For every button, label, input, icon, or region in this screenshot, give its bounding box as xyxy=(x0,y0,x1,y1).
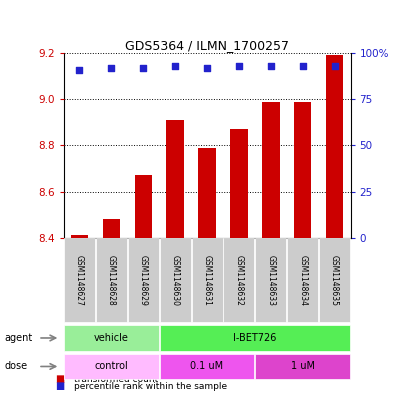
Text: I-BET726: I-BET726 xyxy=(233,333,276,343)
Text: 1 uM: 1 uM xyxy=(290,362,314,371)
Text: dose: dose xyxy=(4,362,27,371)
Point xyxy=(267,63,274,69)
Text: transformed count: transformed count xyxy=(74,375,157,384)
Bar xyxy=(261,101,279,238)
Title: GDS5364 / ILMN_1700257: GDS5364 / ILMN_1700257 xyxy=(125,39,288,52)
Text: ■: ■ xyxy=(55,375,65,384)
Bar xyxy=(134,175,152,238)
Point xyxy=(108,65,115,71)
Text: vehicle: vehicle xyxy=(94,333,128,343)
Text: GSM1148632: GSM1148632 xyxy=(234,255,243,305)
Text: 0.1 uM: 0.1 uM xyxy=(190,362,223,371)
Text: GSM1148635: GSM1148635 xyxy=(329,255,338,305)
Text: control: control xyxy=(94,362,128,371)
Point xyxy=(203,65,210,71)
Point xyxy=(139,65,146,71)
Text: GSM1148630: GSM1148630 xyxy=(170,255,179,305)
Point xyxy=(235,63,242,69)
Point xyxy=(76,66,83,73)
Bar xyxy=(229,129,247,238)
Bar xyxy=(70,235,88,238)
Point xyxy=(299,63,305,69)
Text: ■: ■ xyxy=(55,381,65,391)
Text: GSM1148627: GSM1148627 xyxy=(75,255,84,305)
Bar xyxy=(102,219,120,238)
Text: GSM1148631: GSM1148631 xyxy=(202,255,211,305)
Text: percentile rank within the sample: percentile rank within the sample xyxy=(74,382,226,391)
Point xyxy=(171,63,178,69)
Text: GSM1148628: GSM1148628 xyxy=(107,255,116,305)
Bar xyxy=(166,120,184,238)
Text: GSM1148629: GSM1148629 xyxy=(138,255,147,305)
Bar xyxy=(198,148,215,238)
Bar xyxy=(325,55,343,238)
Point xyxy=(330,63,337,69)
Text: GSM1148633: GSM1148633 xyxy=(266,255,275,305)
Text: GSM1148634: GSM1148634 xyxy=(297,255,306,305)
Bar xyxy=(293,101,311,238)
Text: agent: agent xyxy=(4,333,32,343)
